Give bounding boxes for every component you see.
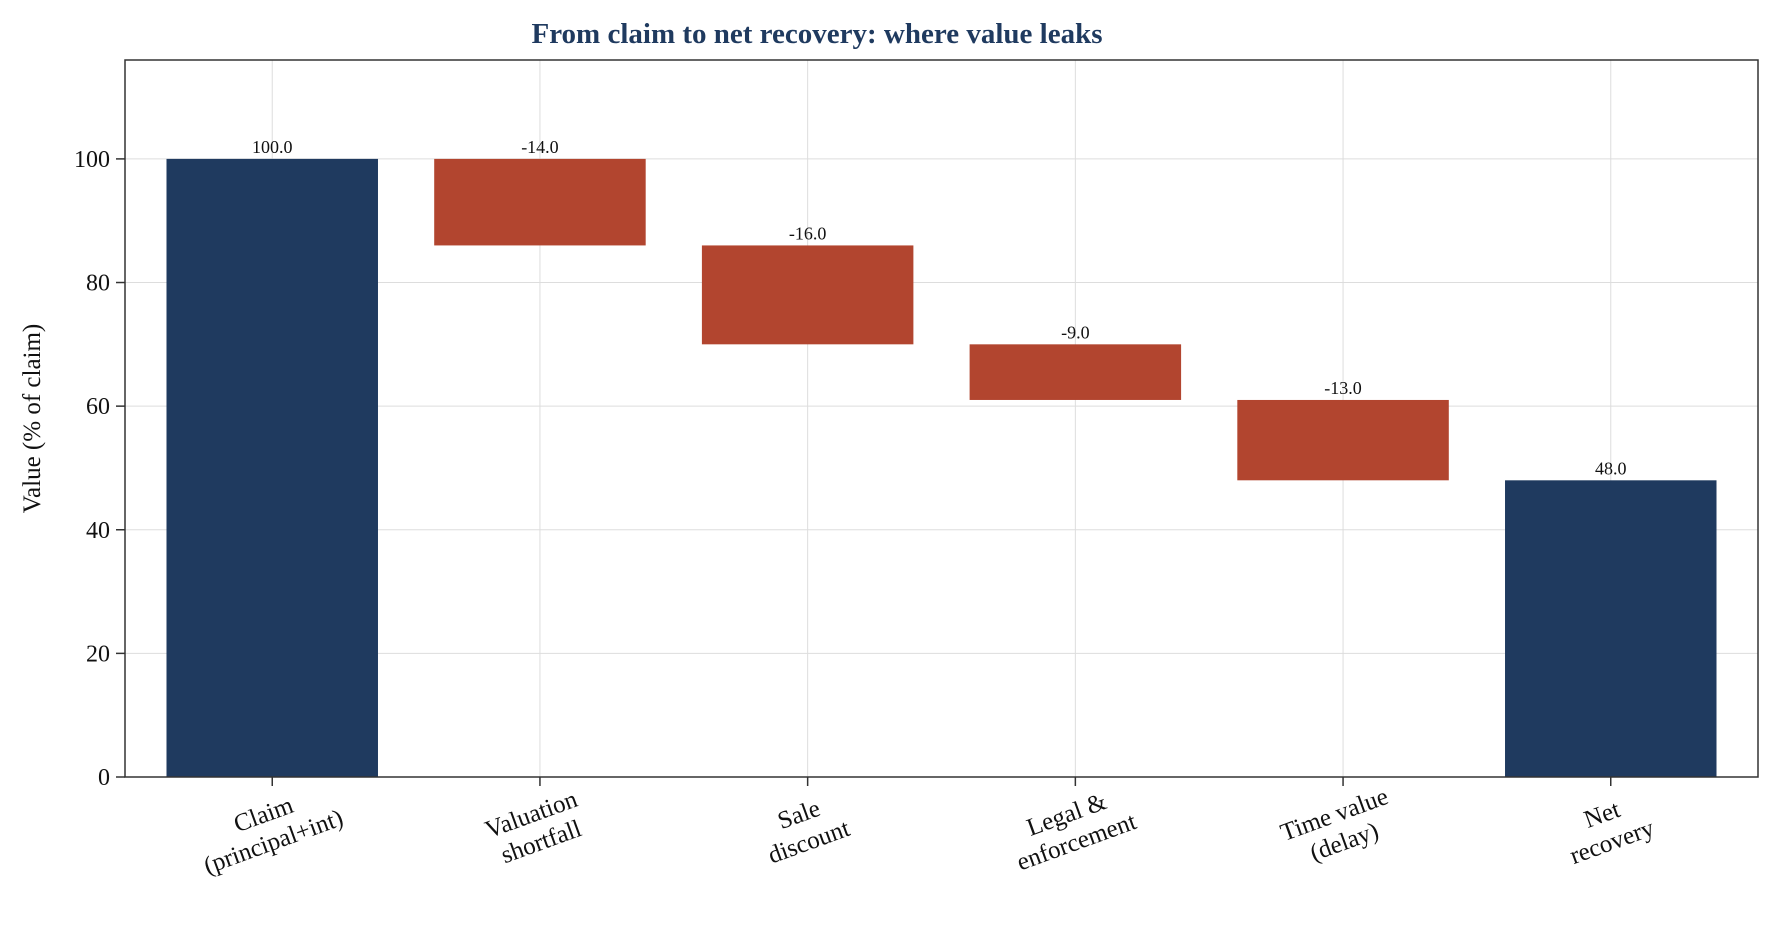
x-category-label: Valuationshortfall bbox=[482, 786, 592, 872]
plot-frame bbox=[124, 59, 1759, 778]
y-tick-label: 80 bbox=[86, 271, 110, 297]
y-tick-label: 100 bbox=[74, 147, 110, 173]
axis-ticks: 0 20 40 60 80 100 Claim(principal+int) Valuatio… bbox=[74, 147, 1658, 880]
grid-lines bbox=[125, 60, 1758, 778]
x-category-label: Claim(principal+int) bbox=[190, 777, 346, 880]
bar-decrease bbox=[1237, 399, 1449, 481]
bar-decrease bbox=[434, 158, 646, 246]
bar-value-label: -14.0 bbox=[521, 137, 559, 157]
bar-value-label: -9.0 bbox=[1061, 322, 1090, 342]
chart-title: From claim to net recovery: where value … bbox=[532, 18, 1103, 50]
x-category-label: Salediscount bbox=[755, 788, 854, 870]
bar-decrease bbox=[969, 344, 1182, 400]
y-tick-label: 20 bbox=[86, 641, 110, 667]
y-axis-label: Value (% of claim) bbox=[19, 324, 46, 514]
bar-total bbox=[166, 158, 378, 777]
y-tick-label: 40 bbox=[86, 518, 110, 544]
x-category-label: Time value(delay) bbox=[1277, 783, 1402, 874]
y-tick-label: 0 bbox=[98, 765, 110, 791]
x-category-label: Legal &enforcement bbox=[1003, 781, 1140, 876]
bar-value-label: -16.0 bbox=[789, 223, 827, 243]
bar-total bbox=[1505, 480, 1717, 777]
bar-decrease bbox=[701, 245, 914, 345]
bar-value-label: 100.0 bbox=[252, 137, 293, 157]
bar-value-label: 48.0 bbox=[1595, 458, 1627, 478]
bar-value-label: -13.0 bbox=[1324, 378, 1362, 398]
y-tick-label: 60 bbox=[86, 394, 110, 420]
x-category-label: Netrecovery bbox=[1556, 787, 1658, 870]
data-labels: 100.0 -14.0 -16.0 -9.0 -13.0 48.0 bbox=[252, 137, 1627, 478]
bars bbox=[166, 158, 1717, 777]
